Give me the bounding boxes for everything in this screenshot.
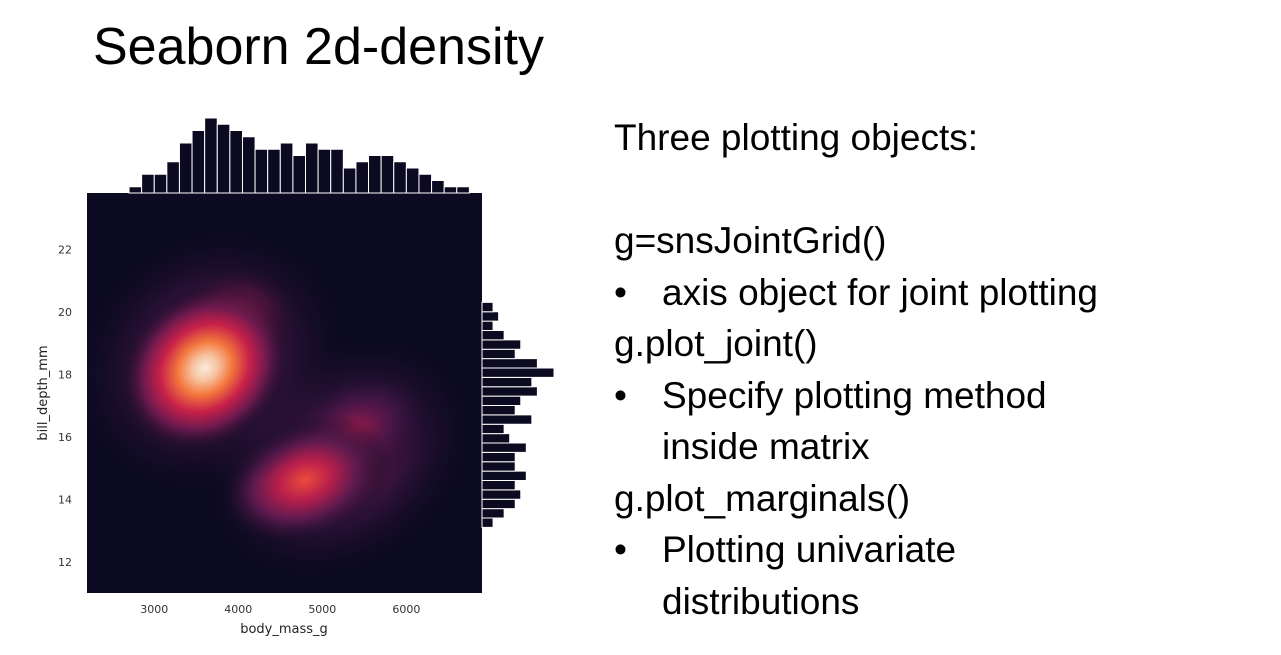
density-blobs	[87, 221, 480, 586]
x-tick-label: 4000	[224, 603, 252, 616]
marginal-x-bar	[330, 148, 344, 194]
text-spacer	[614, 164, 1254, 216]
marginal-y-bar	[481, 395, 522, 406]
y-tick-label: 22	[58, 243, 72, 256]
marginal-y-bar	[481, 348, 516, 360]
marginal-x-bar	[204, 117, 218, 194]
bullet-item: • axis object for joint plotting	[614, 267, 1254, 319]
marginal-y-bar	[481, 451, 516, 463]
marginal-x-bar	[241, 136, 256, 194]
marginal-x-bar	[405, 167, 420, 194]
marginal-y-histogram	[481, 301, 555, 528]
y-axis-label: bill_depth_mm	[36, 345, 51, 440]
x-tick-label: 3000	[140, 603, 168, 616]
marginal-x-bar	[355, 161, 370, 194]
marginal-y-bar	[481, 508, 505, 519]
bullet-text-jointgrid: axis object for joint plotting	[662, 271, 1099, 313]
marginal-x-bar	[216, 123, 231, 194]
joint-density-chart: 3000 4000 5000 6000 12 14 16 18 20 22 body_mass_…	[36, 117, 555, 637]
marginal-x-bar	[254, 148, 269, 194]
marginal-x-bar	[292, 155, 307, 194]
x-tick-label: 6000	[392, 603, 420, 616]
x-tick-label: 5000	[308, 603, 336, 616]
marginal-y-bar	[481, 433, 511, 444]
marginal-y-bar	[481, 461, 516, 472]
y-tick-label: 18	[58, 368, 72, 381]
marginal-y-bar	[481, 498, 516, 510]
marginal-y-bar	[481, 489, 522, 500]
marginal-x-bar	[153, 173, 168, 194]
marginal-y-bar	[481, 339, 522, 350]
bullet-text-plot-joint: Specify plotting method inside matrix	[662, 374, 1047, 468]
text-panel: Three plotting objects: g=snsJointGrid()…	[614, 112, 1254, 627]
marginal-x-bar	[368, 155, 382, 194]
marginal-y-bar	[481, 386, 538, 397]
marginal-x-bar	[431, 180, 445, 194]
x-axis-label: body_mass_g	[240, 622, 328, 637]
marginal-y-bar	[481, 470, 527, 481]
marginal-x-bar	[342, 167, 357, 194]
x-tick-labels: 3000 4000 5000 6000	[140, 603, 420, 616]
marginal-x-bar	[191, 130, 206, 194]
marginal-y-bar	[481, 320, 494, 331]
y-tick-labels: 12 14 16 18 20 22	[58, 243, 72, 569]
marginal-x-bar	[456, 186, 470, 194]
marginal-y-bar	[481, 367, 555, 378]
marginal-x-histogram	[128, 117, 470, 194]
marginal-x-bar	[128, 186, 143, 194]
bullet-dot: •	[614, 374, 627, 416]
marginal-y-bar	[481, 405, 516, 416]
marginal-y-bar	[481, 423, 505, 435]
marginal-x-bar	[166, 161, 180, 194]
marginal-x-bar	[229, 130, 243, 194]
marginal-y-bar	[481, 301, 494, 313]
marginal-y-bar	[481, 480, 516, 491]
y-tick-label: 14	[58, 493, 72, 506]
marginal-y-bar	[481, 358, 538, 369]
marginal-x-bar	[305, 142, 319, 194]
bullet-item: • Specify plotting method inside matrix	[614, 370, 1254, 473]
bullet-item: • Plotting univariate distributions	[614, 524, 1254, 627]
marginal-y-bar	[481, 311, 500, 322]
marginal-y-bar	[481, 442, 527, 453]
marginal-x-bar	[418, 173, 433, 194]
marginal-x-bar	[443, 186, 458, 194]
marginal-y-bar	[481, 376, 533, 388]
slide-title: Seaborn 2d-density	[93, 18, 544, 76]
bullet-dot: •	[614, 529, 627, 570]
marginal-x-bar	[279, 142, 294, 194]
density-blob-upper	[118, 283, 292, 453]
text-heading: Three plotting objects:	[614, 117, 979, 158]
marginal-x-bar	[380, 155, 395, 194]
marginal-y-bar	[481, 330, 505, 341]
marginal-x-bar	[267, 148, 281, 194]
marginal-x-bar	[393, 161, 407, 194]
code-item-plot-marginals: g.plot_marginals()	[614, 477, 911, 519]
y-tick-label: 16	[58, 431, 72, 444]
code-item-jointgrid: g=snsJointGrid()	[614, 220, 887, 261]
y-tick-label: 12	[58, 556, 72, 569]
marginal-x-bar	[178, 142, 193, 194]
code-item-plot-joint: g.plot_joint()	[614, 323, 818, 364]
marginal-y-bar	[481, 414, 533, 425]
marginal-x-bar	[141, 173, 155, 194]
marginal-y-bar	[481, 517, 494, 528]
marginal-x-bar	[317, 148, 332, 194]
y-tick-label: 20	[58, 306, 72, 319]
bullet-text-plot-marginals: Plotting univariate distributions	[662, 529, 957, 622]
bullet-dot: •	[614, 271, 627, 313]
